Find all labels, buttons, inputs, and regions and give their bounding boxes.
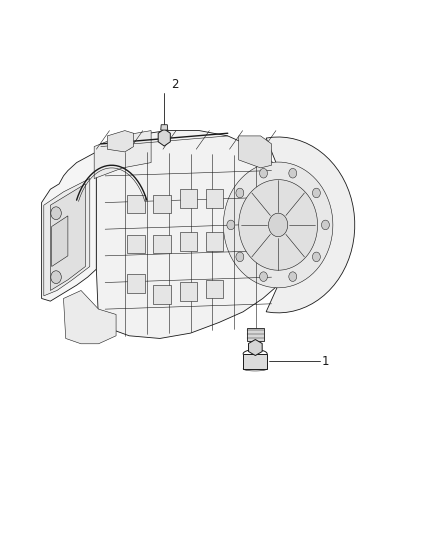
Circle shape [260, 272, 268, 281]
Text: 2: 2 [171, 78, 179, 91]
Polygon shape [127, 274, 145, 293]
Polygon shape [127, 235, 145, 253]
Polygon shape [247, 328, 264, 341]
Circle shape [321, 220, 329, 230]
Polygon shape [153, 195, 171, 213]
Polygon shape [266, 137, 355, 313]
Polygon shape [180, 189, 197, 208]
Polygon shape [44, 179, 90, 296]
Polygon shape [243, 354, 267, 369]
Circle shape [268, 213, 288, 237]
Polygon shape [206, 232, 223, 251]
Circle shape [51, 271, 61, 284]
Polygon shape [94, 131, 151, 179]
Polygon shape [239, 136, 272, 168]
Polygon shape [127, 195, 145, 213]
Circle shape [312, 188, 320, 198]
Circle shape [236, 188, 244, 198]
Polygon shape [107, 131, 134, 152]
Circle shape [260, 168, 268, 178]
Polygon shape [239, 180, 318, 270]
Polygon shape [64, 290, 116, 344]
Polygon shape [206, 189, 223, 208]
Polygon shape [248, 340, 262, 356]
Circle shape [236, 252, 244, 262]
Circle shape [227, 220, 235, 230]
Circle shape [289, 168, 297, 178]
Polygon shape [153, 235, 171, 253]
Polygon shape [42, 152, 96, 301]
Circle shape [51, 207, 61, 220]
Polygon shape [180, 232, 197, 251]
Polygon shape [223, 162, 333, 288]
Polygon shape [153, 285, 171, 304]
Polygon shape [180, 282, 197, 301]
Text: 1: 1 [322, 355, 329, 368]
Polygon shape [206, 280, 223, 298]
Polygon shape [50, 184, 85, 290]
Polygon shape [158, 129, 170, 146]
Circle shape [289, 272, 297, 281]
Polygon shape [52, 216, 68, 266]
Circle shape [312, 252, 320, 262]
Polygon shape [96, 131, 278, 338]
Polygon shape [161, 125, 168, 130]
